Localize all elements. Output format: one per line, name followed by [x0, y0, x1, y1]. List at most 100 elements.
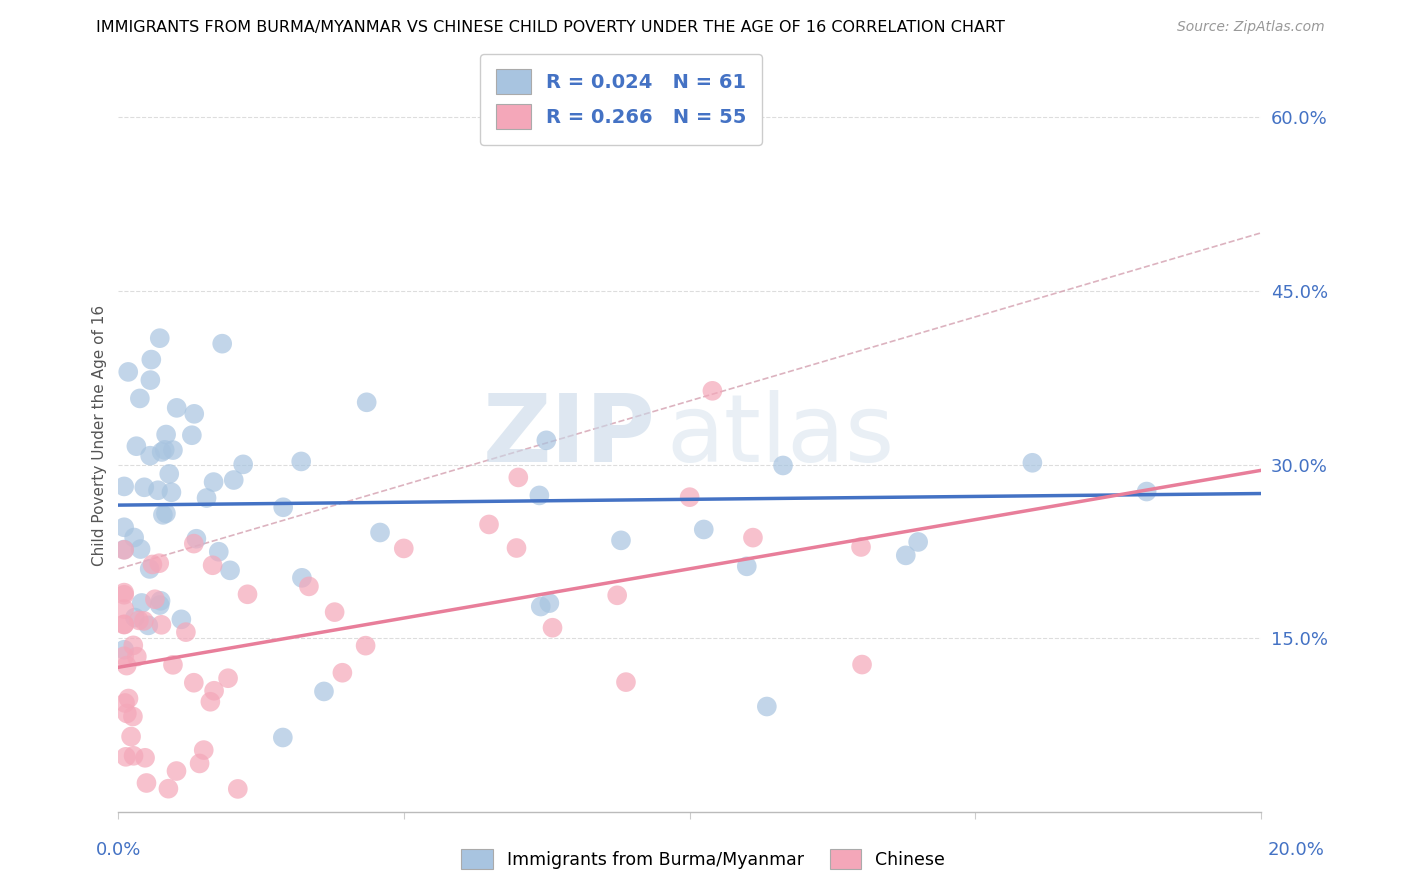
Point — [693, 523, 716, 537]
Point — [894, 549, 917, 563]
Point — [122, 709, 145, 723]
Point — [149, 598, 172, 612]
Point — [135, 776, 157, 790]
Point — [541, 621, 564, 635]
Point — [208, 545, 231, 559]
Point — [134, 751, 156, 765]
Point — [117, 365, 139, 379]
Point — [505, 541, 527, 555]
Point — [201, 558, 224, 573]
Legend: Immigrants from Burma/Myanmar, Chinese: Immigrants from Burma/Myanmar, Chinese — [454, 842, 952, 876]
Point — [679, 490, 702, 504]
Text: IMMIGRANTS FROM BURMA/MYANMAR VS CHINESE CHILD POVERTY UNDER THE AGE OF 16 CORRE: IMMIGRANTS FROM BURMA/MYANMAR VS CHINESE… — [96, 20, 1004, 35]
Text: 20.0%: 20.0% — [1268, 840, 1324, 858]
Point — [1021, 456, 1043, 470]
Point — [702, 384, 724, 398]
Point — [139, 373, 162, 387]
Point — [112, 602, 135, 616]
Point — [129, 542, 152, 557]
Point — [166, 764, 188, 778]
Point — [122, 531, 145, 545]
Point — [150, 445, 173, 459]
Text: Source: ZipAtlas.com: Source: ZipAtlas.com — [1177, 20, 1324, 34]
Point — [125, 649, 148, 664]
Point — [202, 683, 225, 698]
Point — [162, 443, 184, 458]
Point — [138, 562, 160, 576]
Point — [120, 730, 142, 744]
Point — [529, 488, 551, 502]
Y-axis label: Child Poverty Under the Age of 16: Child Poverty Under the Age of 16 — [93, 305, 107, 566]
Point — [232, 458, 254, 472]
Point — [117, 691, 139, 706]
Point — [112, 520, 135, 534]
Point — [606, 588, 628, 602]
Point — [332, 665, 354, 680]
Point — [122, 638, 145, 652]
Point — [211, 336, 233, 351]
Text: ZIP: ZIP — [482, 390, 655, 482]
Point — [141, 352, 163, 367]
Point — [115, 749, 138, 764]
Point — [851, 657, 873, 672]
Point — [112, 542, 135, 557]
Point — [150, 617, 173, 632]
Point — [291, 571, 314, 585]
Point — [186, 532, 208, 546]
Point — [226, 781, 249, 796]
Point — [162, 657, 184, 672]
Point — [149, 594, 172, 608]
Point — [356, 395, 378, 409]
Point — [614, 675, 637, 690]
Point — [112, 588, 135, 602]
Point — [1136, 484, 1159, 499]
Point — [478, 517, 501, 532]
Point — [735, 559, 758, 574]
Point — [125, 439, 148, 453]
Point — [139, 449, 162, 463]
Point — [153, 442, 176, 457]
Point — [146, 483, 169, 498]
Point — [112, 617, 135, 632]
Point — [236, 587, 259, 601]
Point — [115, 706, 138, 721]
Point — [157, 781, 180, 796]
Point — [136, 618, 159, 632]
Point — [188, 756, 211, 771]
Point — [271, 731, 294, 745]
Point — [170, 612, 193, 626]
Point — [157, 467, 180, 481]
Point — [195, 491, 218, 505]
Point — [134, 480, 156, 494]
Point — [112, 479, 135, 493]
Point — [755, 699, 778, 714]
Text: 0.0%: 0.0% — [96, 840, 141, 858]
Point — [112, 542, 135, 557]
Point — [115, 658, 138, 673]
Point — [312, 684, 335, 698]
Point — [907, 535, 929, 549]
Point — [219, 563, 242, 577]
Point — [183, 536, 205, 550]
Point — [131, 596, 153, 610]
Point — [200, 695, 222, 709]
Point — [128, 392, 150, 406]
Point — [290, 454, 312, 468]
Point — [849, 540, 872, 554]
Point — [271, 500, 294, 515]
Point — [193, 743, 215, 757]
Point — [610, 533, 633, 548]
Point — [174, 625, 197, 640]
Point — [155, 427, 177, 442]
Point — [166, 401, 188, 415]
Point — [298, 579, 321, 593]
Point — [114, 696, 136, 710]
Point — [132, 614, 155, 628]
Point — [354, 639, 377, 653]
Point — [536, 434, 558, 448]
Point — [128, 613, 150, 627]
Point — [149, 331, 172, 345]
Point — [160, 485, 183, 500]
Point — [148, 556, 170, 570]
Point — [202, 475, 225, 489]
